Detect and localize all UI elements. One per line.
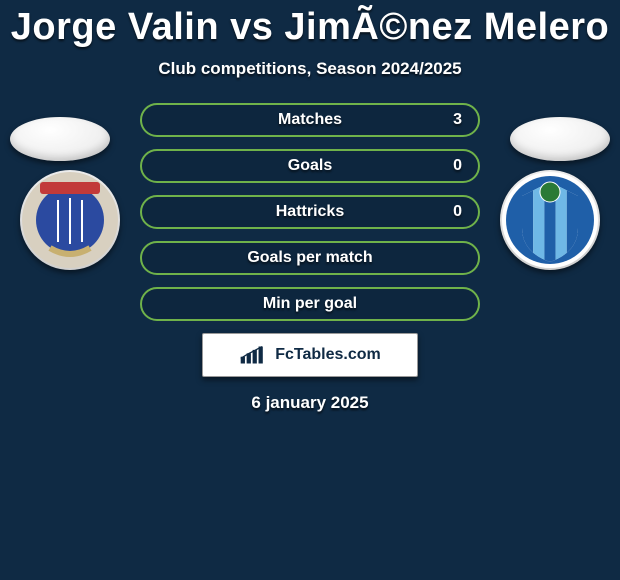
stat-row: Goals per match (140, 241, 480, 275)
stat-row: Min per goal (140, 287, 480, 321)
club-crest-left (20, 170, 120, 270)
stat-label: Goals (288, 151, 332, 181)
player-avatar-right (510, 117, 610, 161)
stat-row: Matches 3 (140, 103, 480, 137)
watermark[interactable]: FcTables.com (202, 333, 418, 377)
club-crest-right (500, 170, 600, 270)
stat-row: Hattricks 0 (140, 195, 480, 229)
stat-value: 0 (453, 151, 462, 181)
comparison-date: 6 january 2025 (0, 393, 620, 413)
stat-label: Goals per match (247, 243, 372, 273)
stat-label: Min per goal (263, 289, 357, 319)
stat-label: Hattricks (276, 197, 344, 227)
club-crest-left-svg (20, 170, 120, 270)
player-avatar-left (10, 117, 110, 161)
stat-label: Matches (278, 105, 342, 135)
comparison-subtitle: Club competitions, Season 2024/2025 (0, 59, 620, 79)
watermark-label: FcTables.com (275, 346, 381, 364)
club-crest-right-svg (500, 170, 600, 270)
stat-value: 3 (453, 105, 462, 135)
stat-value: 0 (453, 197, 462, 227)
watermark-icon (239, 344, 273, 366)
comparison-title: Jorge Valin vs JimÃ©nez Melero (0, 0, 620, 49)
stat-row: Goals 0 (140, 149, 480, 183)
